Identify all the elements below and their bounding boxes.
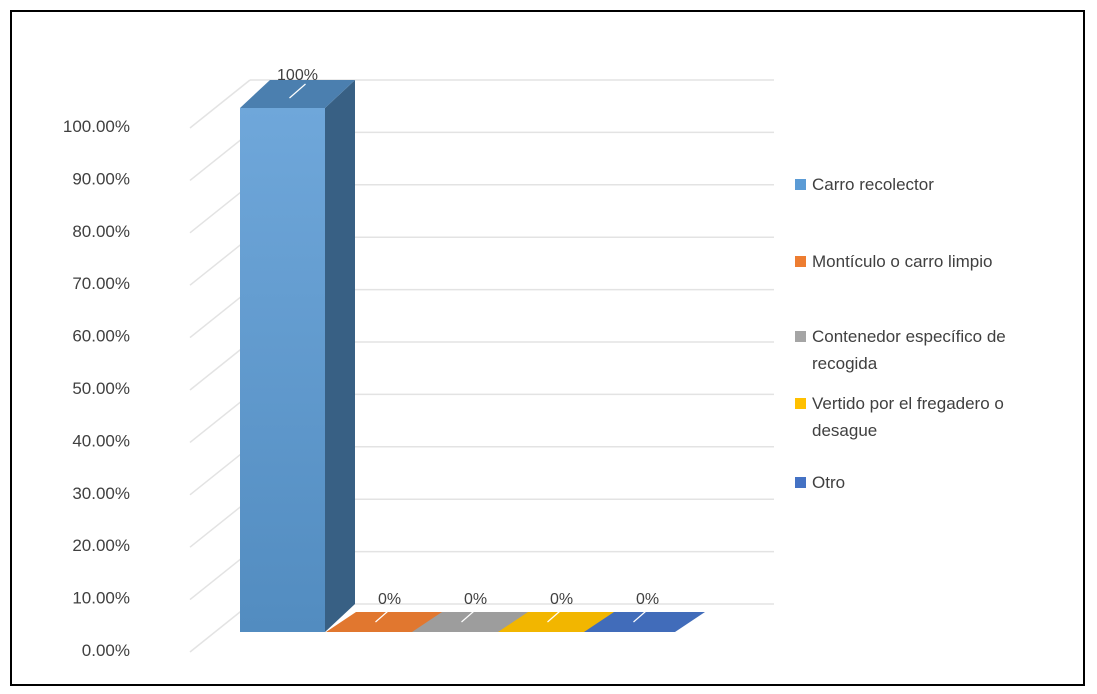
- label-leader: [547, 607, 564, 623]
- legend-swatch: [795, 331, 806, 342]
- y-tick-label: 60.00%: [72, 327, 130, 346]
- bar-3: [412, 612, 533, 632]
- y-tick-label: 20.00%: [72, 536, 130, 555]
- bar-front: [240, 108, 325, 632]
- chart-frame: 0.00% 10.00% 20.00% 30.00% 40.00% 50.00% 60.00…: [10, 10, 1085, 686]
- data-label: 0%: [550, 591, 573, 608]
- y-tick-label: 0.00%: [82, 641, 130, 660]
- legend-item-2: Montículo o carro limpio: [795, 252, 992, 271]
- bar-top: [240, 80, 355, 108]
- gridline-side: [189, 79, 251, 129]
- legend-swatch: [795, 179, 806, 190]
- bar-1: [240, 80, 355, 632]
- bar-floor: [412, 612, 533, 632]
- legend-label: Contenedor específico de: [812, 327, 1006, 346]
- bar-side: [325, 80, 355, 632]
- legend-item-3: Contenedor específico de recogida: [795, 327, 1006, 373]
- legend-item-5: Otro: [795, 473, 845, 492]
- y-tick-label: 30.00%: [72, 484, 130, 503]
- legend-item-1: Carro recolector: [795, 175, 934, 194]
- bar-floor: [326, 612, 447, 632]
- bar-floor: [498, 612, 619, 632]
- y-tick-label: 90.00%: [72, 169, 130, 188]
- y-tick-label: 70.00%: [72, 274, 130, 293]
- label-leader: [461, 607, 478, 623]
- legend-swatch: [795, 398, 806, 409]
- bar-chart: 0.00% 10.00% 20.00% 30.00% 40.00% 50.00% 60.00…: [63, 67, 1006, 660]
- legend-label: desague: [812, 421, 877, 440]
- legend-label: recogida: [812, 354, 878, 373]
- legend-item-4: Vertido por el fregadero o desague: [795, 394, 1004, 440]
- data-label: 0%: [636, 591, 659, 608]
- data-label: 100%: [277, 67, 318, 84]
- bar-floor: [584, 612, 705, 632]
- bars: [240, 80, 705, 632]
- y-tick-label: 50.00%: [72, 379, 130, 398]
- legend-label: Otro: [812, 473, 845, 492]
- legend-swatch: [795, 256, 806, 267]
- data-label: 0%: [378, 591, 401, 608]
- bar-2: [326, 612, 447, 632]
- data-labels: 100% 0% 0% 0% 0%: [277, 67, 659, 623]
- y-tick-label: 80.00%: [72, 222, 130, 241]
- label-leader: [375, 607, 392, 623]
- data-label: 0%: [464, 591, 487, 608]
- legend-swatch: [795, 477, 806, 488]
- bar-5: [584, 612, 705, 632]
- label-leader: [289, 83, 306, 99]
- label-leader: [633, 607, 650, 623]
- legend: Carro recolector Montículo o carro limpio…: [795, 175, 1006, 492]
- y-tick-label: 100.00%: [63, 117, 130, 136]
- y-tick-label: 10.00%: [72, 589, 130, 608]
- legend-label: Vertido por el fregadero o: [812, 394, 1004, 413]
- bar-4: [498, 612, 619, 632]
- y-axis-ticks: 0.00% 10.00% 20.00% 30.00% 40.00% 50.00% 60.00…: [63, 117, 130, 660]
- y-tick-label: 40.00%: [72, 431, 130, 450]
- legend-label: Montículo o carro limpio: [812, 252, 992, 271]
- legend-label: Carro recolector: [812, 175, 934, 194]
